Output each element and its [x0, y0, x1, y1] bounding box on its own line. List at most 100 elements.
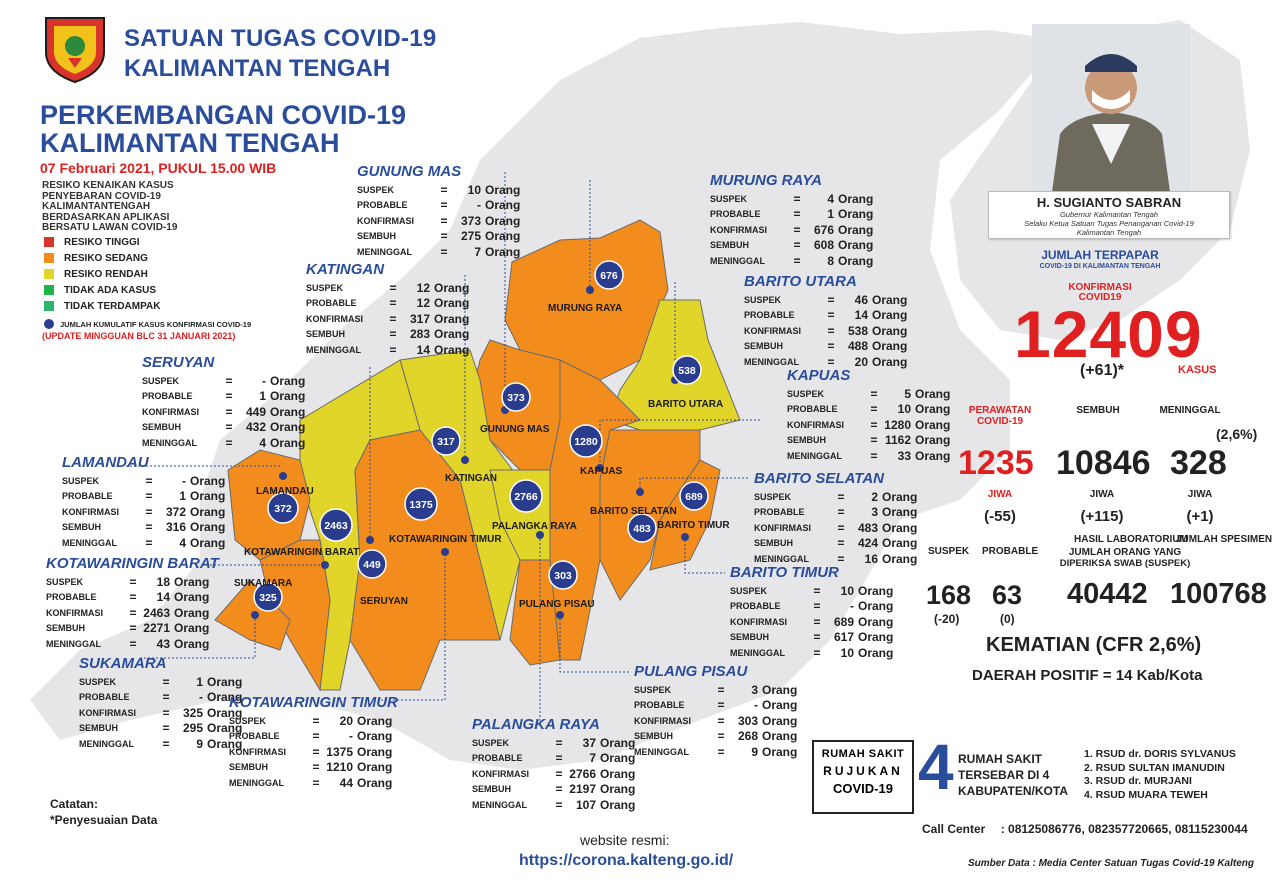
- stat-value: 7: [589, 751, 596, 766]
- province-logo: [45, 17, 105, 84]
- stat-row: SUSPEK = 37 Orang: [472, 735, 635, 751]
- stat-key: SEMBUH: [754, 538, 794, 549]
- meninggal-percent: (2,6%): [1216, 426, 1258, 442]
- bubble-lamandau: [267, 492, 299, 524]
- stat-value: 1162: [884, 433, 911, 448]
- stat-eq: =: [145, 473, 153, 488]
- governor-name: H. SUGIANTO SABRAN: [1036, 195, 1182, 210]
- stat-value: -: [850, 599, 854, 614]
- probable-label: PROBABLE: [982, 546, 1039, 557]
- stat-key: SEMBUH: [634, 731, 674, 742]
- stat-key: SUSPEK: [472, 737, 510, 748]
- stat-unit: Orang: [600, 766, 636, 781]
- stat-eq: =: [827, 354, 835, 369]
- stat-eq: =: [793, 207, 801, 222]
- stat-eq: =: [312, 744, 320, 759]
- stat-value: 46: [854, 292, 868, 307]
- stat-key: MENINGGAL: [62, 537, 117, 548]
- swab-label: JUMLAH ORANG YANG: [1068, 547, 1182, 558]
- stat-key: KONFIRMASI: [306, 313, 363, 324]
- stat-key: SEMBUH: [744, 341, 784, 352]
- region-name: BARITO SELATAN: [754, 470, 884, 487]
- legend-item: TIDAK ADA KASUS: [44, 282, 160, 298]
- stat-key: SUSPEK: [79, 676, 117, 687]
- stat-eq: =: [793, 191, 801, 206]
- stat-row: PROBABLE = - Orang: [357, 198, 520, 214]
- stat-value: 538: [847, 323, 868, 338]
- region-stats-lamandau: LAMANDAU SUSPEK = - Orang PROBABLE = 1 Orang KONF…: [62, 454, 225, 551]
- stat-key: MENINGGAL: [710, 255, 765, 266]
- stat-value: 14: [854, 308, 868, 323]
- region-stats-table: SUSPEK = 12 Orang PROBABLE = 12 Orang KONFIRMASI…: [306, 280, 469, 358]
- stat-key: KONFIRMASI: [634, 715, 691, 726]
- bubble-barito-selatan: [627, 513, 657, 543]
- stat-row: MENINGGAL = 7 Orang: [357, 244, 520, 260]
- stat-key: SUSPEK: [229, 715, 267, 726]
- stat-value: 4: [179, 535, 186, 550]
- stat-eq: =: [555, 797, 563, 812]
- region-name: SUKAMARA: [79, 655, 167, 672]
- stat-unit: Orang: [838, 207, 874, 222]
- map-label-kotawaringin-barat: KOTAWARINGIN BARAT: [244, 547, 360, 558]
- stat-eq: =: [870, 402, 878, 417]
- map-region-barito-selatan[interactable]: [599, 429, 701, 601]
- stat-row: KONFIRMASI = 676 Orang: [710, 222, 873, 238]
- stat-unit: Orang: [270, 420, 306, 435]
- map-region-pulang-pisau[interactable]: [509, 559, 561, 666]
- region-stats-katingan: KATINGAN SUSPEK = 12 Orang PROBABLE = 12 Orang KO…: [306, 261, 469, 358]
- stat-value: 10: [840, 583, 854, 598]
- legend-item: TIDAK TERDAMPAK: [44, 298, 160, 314]
- stat-unit: Orang: [485, 182, 521, 197]
- map-label-pulang-pisau: PULANG PISAU: [519, 599, 595, 610]
- stat-eq: =: [440, 229, 448, 244]
- stat-unit: Orang: [190, 504, 226, 519]
- stat-key: KONFIRMASI: [79, 707, 136, 718]
- stat-unit: Orang: [174, 574, 210, 589]
- stat-value: 37: [582, 735, 596, 750]
- stat-key: KONFIRMASI: [710, 224, 767, 235]
- stat-row: SUSPEK = 2 Orang: [754, 489, 917, 505]
- hospital-item: 4. RSUD MUARA TEWEH: [1084, 788, 1208, 801]
- stat-value: 14: [156, 590, 170, 605]
- swab-label: DIPERIKSA SWAB (SUSPEK): [1059, 558, 1191, 569]
- stat-unit: Orang: [872, 308, 908, 323]
- hospital-desc: KABUPATEN/KOTA: [958, 784, 1068, 798]
- stat-unit: Orang: [357, 744, 393, 759]
- stat-value: 2463: [143, 605, 170, 620]
- stat-unit: Orang: [485, 244, 521, 259]
- stat-key: SUSPEK: [306, 282, 344, 293]
- website-link[interactable]: https://corona.kalteng.go.id/: [519, 852, 734, 869]
- region-stats-kotawaringin-barat: KOTAWARINGIN BARAT SUSPEK = 18 Orang PROBABLE…: [46, 555, 219, 652]
- suspek-value: 168: [926, 580, 972, 610]
- stat-eq: =: [555, 766, 563, 781]
- stat-value: 689: [833, 614, 854, 629]
- jiwa-label: JIWA: [1187, 489, 1213, 500]
- stat-key: SEMBUH: [46, 623, 86, 634]
- call-center-numbers[interactable]: : 08125086776, 082357720665, 08115230044: [1000, 822, 1248, 836]
- region-stats-barito-selatan: BARITO SELATAN SUSPEK = 2 Orang PROBABLE = 3 Ora…: [754, 470, 917, 567]
- stat-eq: =: [870, 433, 878, 448]
- bubble-barito-timur: [679, 481, 709, 511]
- region-stats-table: SUSPEK = 4 Orang PROBABLE = 1 Orang KONFIRMASI = 6…: [710, 191, 873, 269]
- stat-value: 3: [751, 682, 758, 697]
- stat-eq: =: [129, 636, 137, 651]
- stat-row: SUSPEK = 3 Orang: [634, 682, 797, 698]
- stat-value: 20: [339, 713, 353, 728]
- stat-value: 1280: [884, 417, 911, 432]
- stat-row: SEMBUH = 275 Orang: [357, 229, 520, 245]
- stat-row: PROBABLE = 14 Orang: [744, 308, 907, 324]
- stat-row: SUSPEK = 46 Orang: [744, 292, 907, 308]
- stat-eq: =: [793, 253, 801, 268]
- stat-unit: Orang: [600, 782, 636, 797]
- region-stats-table: SUSPEK = 20 Orang PROBABLE = - Orang KONFIRMASI =…: [229, 713, 392, 791]
- stat-eq: =: [827, 339, 835, 354]
- map-label-barito-utara: BARITO UTARA: [648, 399, 724, 410]
- bubble-label: 676: [600, 270, 618, 282]
- stat-unit: Orang: [838, 222, 874, 237]
- bubble-label: 303: [554, 570, 572, 582]
- stat-row: SEMBUH = 1162 Orang: [787, 433, 950, 449]
- legend-swatch: [44, 269, 54, 279]
- legend-swatch: [44, 253, 54, 263]
- map-region-kotawaringin-timur[interactable]: [349, 429, 501, 691]
- stat-row: SUSPEK = 20 Orang: [229, 713, 392, 729]
